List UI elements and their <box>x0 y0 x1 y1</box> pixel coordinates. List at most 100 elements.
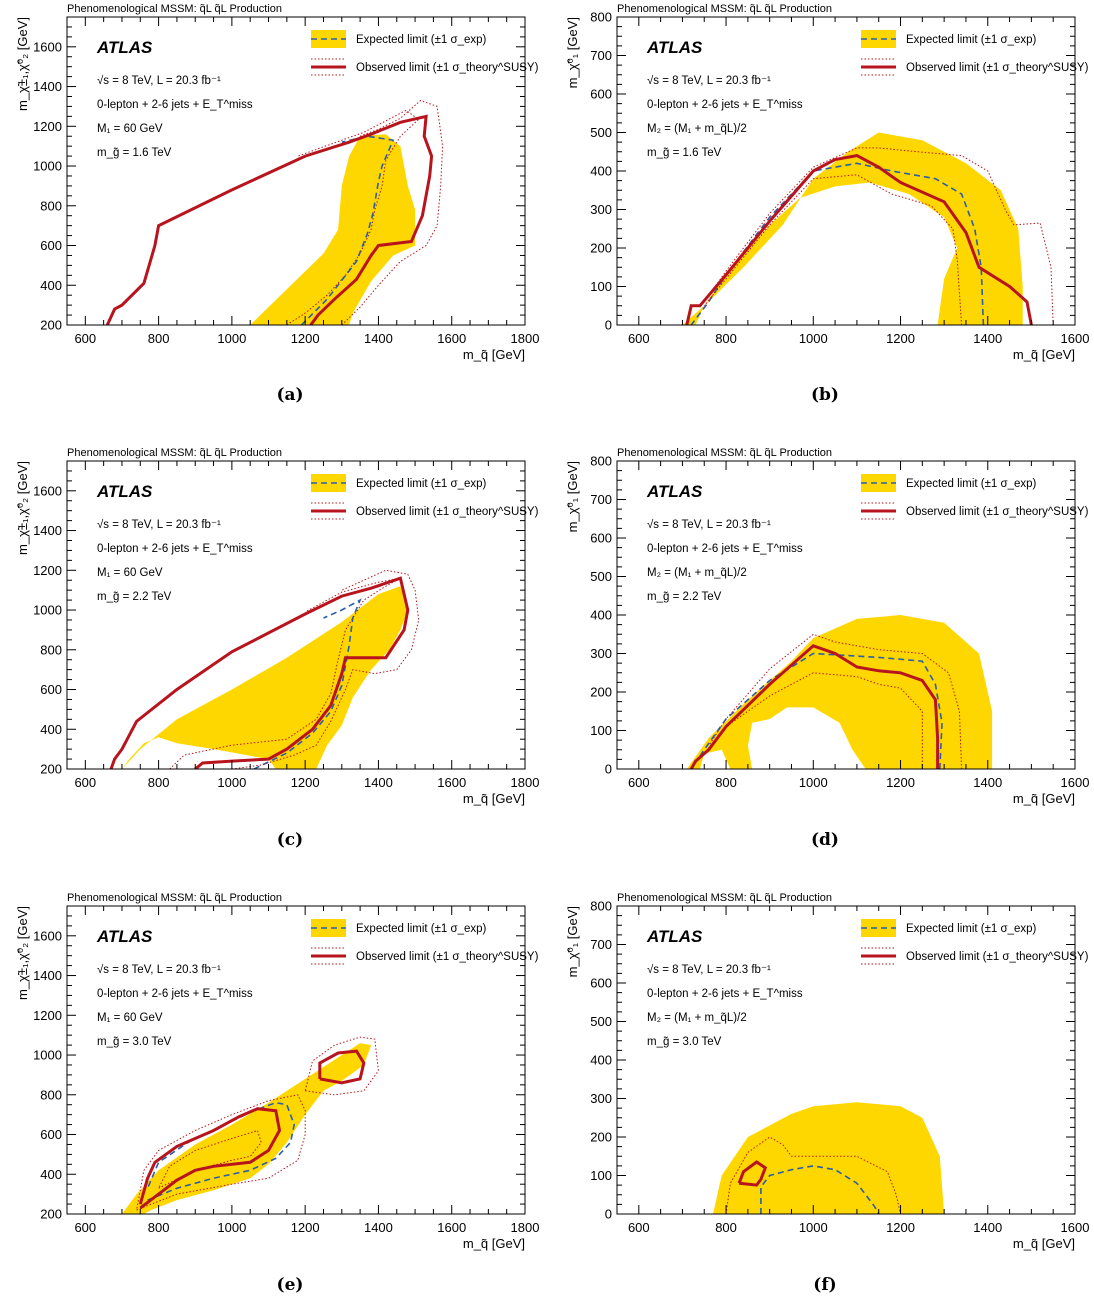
y-tick-label: 700 <box>590 937 612 952</box>
chart-title: Phenomenological MSSM: q̃L q̃L Productio… <box>67 3 282 15</box>
y-tick-label: 600 <box>590 87 612 102</box>
y-tick-label: 1400 <box>33 523 62 538</box>
legend-swatch-expected <box>311 30 346 48</box>
experiment-label: ATLAS <box>96 927 153 946</box>
y-tick-label: 1600 <box>33 483 62 498</box>
observed-limit-line <box>105 114 434 325</box>
theory-limit-line <box>725 1136 901 1214</box>
y-tick-label: 800 <box>590 10 612 25</box>
theory-limit-line <box>158 1129 262 1189</box>
x-tick-label: 1200 <box>291 1220 320 1235</box>
x-axis-label: m_q̃ [GeV] <box>1013 791 1075 806</box>
y-tick-label: 1000 <box>33 603 62 618</box>
panel-caption: (e) <box>277 1275 304 1295</box>
x-tick-label: 800 <box>148 331 170 346</box>
chart-title: Phenomenological MSSM: q̃L q̃L Productio… <box>617 447 832 459</box>
info-line: M₂ = (M₁ + m_q̃L)/2 <box>647 123 747 135</box>
plot-frame <box>66 905 526 1215</box>
x-tick-label: 1000 <box>217 331 246 346</box>
observed-limit-line <box>737 1160 768 1187</box>
y-tick-label: 1200 <box>33 119 62 134</box>
y-tick-label: 800 <box>40 1087 62 1102</box>
y-tick-label: 600 <box>40 682 62 697</box>
y-tick-label: 500 <box>590 569 612 584</box>
chart-panel: 600 800 1000 1200 1400 1600 1800 200 400 600 800 10… <box>15 892 539 1295</box>
experiment-label: ATLAS <box>646 38 703 57</box>
info-line: m_g̃ = 1.6 TeV <box>647 147 722 159</box>
chart-panel: 600 800 1000 1200 1400 1600 0 100 200 300 400 500 60… <box>565 447 1089 850</box>
y-tick-label: 800 <box>590 454 612 469</box>
y-tick-label: 200 <box>590 1130 612 1145</box>
chart-title: Phenomenological MSSM: q̃L q̃L Productio… <box>67 892 282 904</box>
experiment-label: ATLAS <box>96 38 153 57</box>
y-tick-label: 500 <box>590 1014 612 1029</box>
plot-area <box>109 569 420 769</box>
y-tick-label: 200 <box>40 318 62 333</box>
y-tick-label: 600 <box>590 531 612 546</box>
x-tick-label: 1000 <box>799 1220 828 1235</box>
info-line: 0-lepton + 2-6 jets + E_T^miss <box>647 988 803 1000</box>
expected-band <box>682 132 1023 325</box>
info-line: √s = 8 TeV, L = 20.3 fb⁻¹ <box>97 963 221 976</box>
y-tick-label: 300 <box>590 646 612 661</box>
theory-limit-line <box>136 1094 306 1211</box>
x-tick-label: 1400 <box>973 1220 1002 1235</box>
y-tick-label: 1200 <box>33 1008 62 1023</box>
y-tick-label: 800 <box>40 642 62 657</box>
theory-limit-line <box>703 174 963 325</box>
legend-swatch-expected <box>311 474 346 492</box>
theory-limit-line <box>708 633 963 769</box>
y-axis-label: m_χ̃±₁,χ̃⁰₂ [GeV] <box>15 906 30 1000</box>
legend-swatch-expected <box>861 30 896 48</box>
info-line: 0-lepton + 2-6 jets + E_T^miss <box>647 99 803 111</box>
y-tick-label: 400 <box>40 278 62 293</box>
y-tick-label: 600 <box>40 1127 62 1142</box>
x-tick-label: 1200 <box>291 331 320 346</box>
chart-panel: 600 800 1000 1200 1400 1600 0 100 200 300 400 500 60… <box>565 3 1089 405</box>
chart-panel: 600 800 1000 1200 1400 1600 1800 200 400 600 800 10… <box>15 3 539 405</box>
info-line: √s = 8 TeV, L = 20.3 fb⁻¹ <box>647 963 771 976</box>
info-line: m_g̃ = 3.0 TeV <box>647 1036 722 1048</box>
x-axis-label: m_q̃ [GeV] <box>1013 347 1075 362</box>
x-tick-label: 800 <box>148 1220 170 1235</box>
observed-limit-line <box>318 1049 366 1085</box>
x-tick-label: 1400 <box>364 1220 393 1235</box>
y-tick-label: 700 <box>590 48 612 63</box>
legend-expected-label: Expected limit (±1 σ_exp) <box>356 923 487 935</box>
legend-expected-label: Expected limit (±1 σ_exp) <box>906 923 1037 935</box>
x-tick-label: 600 <box>628 331 650 346</box>
theory-limit-line <box>703 147 1054 325</box>
observed-limit-line <box>109 576 410 769</box>
plot-area <box>122 1036 379 1214</box>
legend-observed-label: Observed limit (±1 σ_theory^SUSY) <box>906 506 1089 518</box>
info-line: M₂ = (M₁ + m_q̃L)/2 <box>647 1012 747 1024</box>
x-tick-label: 1600 <box>1061 775 1090 790</box>
legend-observed-label: Observed limit (±1 σ_theory^SUSY) <box>906 951 1089 963</box>
y-tick-label: 400 <box>40 722 62 737</box>
x-tick-label: 800 <box>715 1220 737 1235</box>
info-line: m_g̃ = 1.6 TeV <box>97 147 172 159</box>
y-tick-label: 700 <box>590 492 612 507</box>
expected-limit-line <box>146 1101 296 1201</box>
x-tick-label: 600 <box>74 331 96 346</box>
legend-observed-label: Observed limit (±1 σ_theory^SUSY) <box>356 951 539 963</box>
y-tick-label: 800 <box>40 198 62 213</box>
expected-band <box>122 586 408 769</box>
legend-expected-label: Expected limit (±1 σ_exp) <box>906 478 1037 490</box>
observed-limit-line <box>685 154 1033 325</box>
x-axis-label: m_q̃ [GeV] <box>1013 1236 1075 1251</box>
x-tick-label: 1000 <box>799 775 828 790</box>
y-tick-label: 200 <box>590 685 612 700</box>
experiment-label: ATLAS <box>646 482 703 501</box>
info-line: √s = 8 TeV, L = 20.3 fb⁻¹ <box>647 74 771 87</box>
expected-limit-line <box>690 162 985 325</box>
theory-limit-line <box>341 99 444 325</box>
x-tick-label: 1200 <box>291 775 320 790</box>
observed-limit-line <box>689 644 940 769</box>
y-tick-label: 1400 <box>33 968 62 983</box>
x-tick-label: 800 <box>715 775 737 790</box>
x-tick-label: 1600 <box>1061 1220 1090 1235</box>
observed-limit-line <box>138 1107 282 1210</box>
panel-caption: (d) <box>811 830 839 850</box>
